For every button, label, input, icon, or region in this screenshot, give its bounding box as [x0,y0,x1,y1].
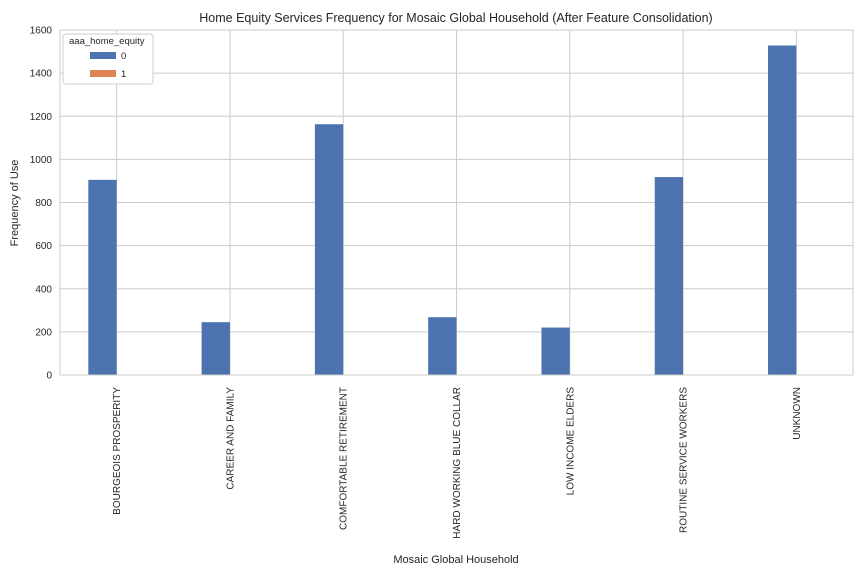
x-tick-label: COMFORTABLE RETIREMENT [339,387,350,530]
legend-label-0: 0 [121,51,126,62]
legend-swatch-0 [90,52,116,59]
y-tick-label: 1200 [30,112,53,123]
legend: aaa_home_equity 0 1 [62,33,154,85]
legend-title: aaa_home_equity [69,36,145,47]
x-tick-label: LOW INCOME ELDERS [565,387,576,496]
x-tick-labels: BOURGEOIS PROSPERITY CAREER AND FAMILY COM… [112,387,803,539]
y-tick-labels: 0 200 400 600 800 1000 1200 1400 1600 [30,26,53,382]
bars [88,45,797,376]
grid [60,29,853,376]
y-tick-label: 600 [35,241,52,252]
bar-series-0-0 [88,179,117,375]
y-tick-label: 1600 [30,26,53,37]
x-tick-label: HARD WORKING BLUE COLLAR [452,387,463,539]
bar-series-0-4 [541,327,570,375]
y-tick-label: 400 [35,284,52,295]
legend-swatch-1 [90,70,116,77]
legend-label-1: 1 [121,69,126,80]
y-tick-label: 1000 [30,155,53,166]
y-tick-label: 200 [35,327,52,338]
x-tick-label: ROUTINE SERVICE WORKERS [679,387,690,533]
bar-series-0-2 [314,124,344,376]
bar-series-0-1 [201,322,230,375]
y-tick-label: 1400 [30,69,53,80]
bar-series-0-5 [654,177,684,375]
x-axis-label: Mosaic Global Household [393,554,518,566]
x-tick-label: UNKNOWN [792,387,803,440]
y-tick-label: 0 [46,371,52,382]
y-axis-label: Frequency of Use [9,160,21,247]
plot-frame [59,29,854,376]
chart-title: Home Equity Services Frequency for Mosai… [199,11,712,25]
bar-series-0-3 [428,317,457,375]
x-tick-label: BOURGEOIS PROSPERITY [112,387,123,515]
bar-series-0-6 [768,45,797,376]
x-tick-label: CAREER AND FAMILY [225,387,236,490]
y-tick-label: 800 [35,198,52,209]
